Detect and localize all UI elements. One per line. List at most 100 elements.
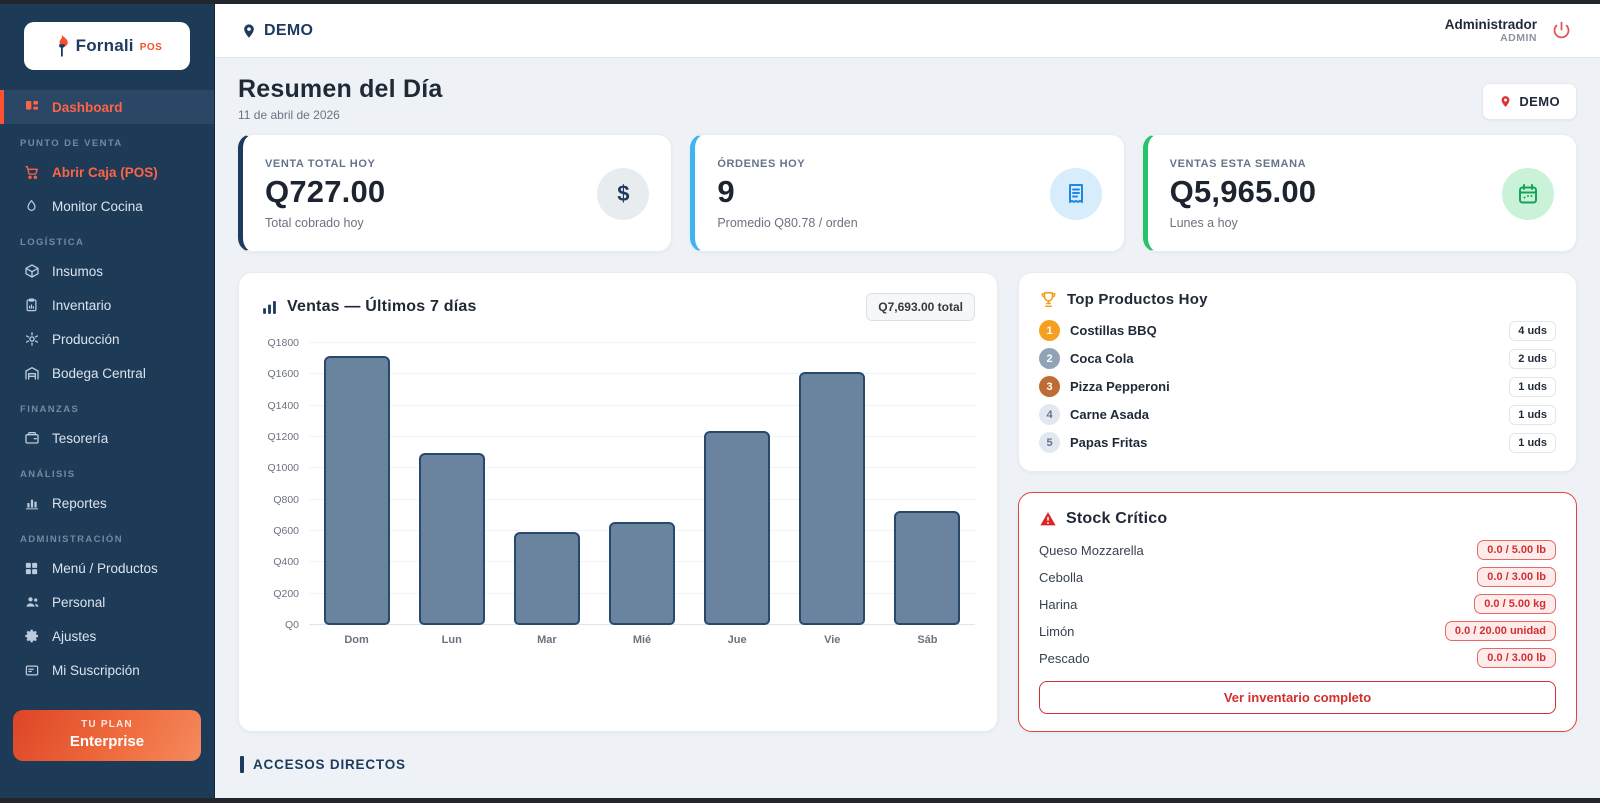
report-chart-icon [24, 495, 41, 511]
chart-bar-mie[interactable] [608, 522, 675, 625]
sidebar-section-analisis: ANÁLISIS [20, 469, 76, 480]
sidebar-item-label: Abrir Caja (POS) [52, 164, 158, 180]
chart-bar-sab[interactable] [894, 511, 961, 625]
stock-row-cebolla: Cebolla 0.0 / 3.00 lb [1039, 567, 1556, 587]
sidebar-item-tesoreria[interactable]: Tesorería [0, 421, 214, 455]
sidebar-item-mi-suscripcion[interactable]: Mi Suscripción [0, 653, 214, 687]
brand-logo[interactable]: Fornali POS [24, 22, 190, 70]
receipt-icon [1049, 168, 1102, 220]
sidebar-item-insumos[interactable]: Insumos [0, 254, 214, 288]
product-row-carne-asada: 4 Carne Asada 1 uds [1039, 404, 1556, 425]
grid-line [309, 342, 975, 343]
top-products-card: Top Productos Hoy 1 Costillas BBQ 4 uds 2 Co… [1018, 272, 1577, 472]
grid-line [309, 467, 975, 469]
critical-stock-card: Stock Crítico Queso Mozzarella 0.0 / 5.00… [1018, 492, 1577, 732]
sidebar-section-administracion: ADMINISTRACIÓN [20, 534, 123, 545]
shortcuts-label: ACCESOS DIRECTOS [253, 757, 406, 772]
window-edge-bottom [0, 798, 1600, 803]
sidebar-item-menu-productos[interactable]: Menú / Productos [0, 551, 214, 585]
stat-value: Q727.00 [265, 174, 386, 209]
stat-subtext: Lunes a hoy [1169, 216, 1238, 230]
sidebar-item-inventario[interactable]: Inventario [0, 288, 214, 322]
sidebar-item-produccion[interactable]: Producción [0, 322, 214, 356]
sidebar-item-label: Producción [52, 331, 120, 347]
grid-line [309, 404, 975, 406]
chart-bar-dom[interactable] [323, 355, 390, 625]
stock-row-harina: Harina 0.0 / 5.00 kg [1039, 594, 1556, 614]
chart-bar-lun[interactable] [418, 453, 485, 625]
y-tick-label: Q400 [273, 556, 299, 569]
product-row-pizza-pepperoni: 3 Pizza Pepperoni 1 uds [1039, 376, 1556, 397]
chart-bar-jue[interactable] [704, 430, 771, 625]
sidebar-item-label: Menú / Productos [52, 560, 158, 576]
shortcuts-section-title: ACCESOS DIRECTOS [240, 756, 1577, 773]
stat-card-ordenes-hoy: ÓRDENES HOY 9 Promedio Q80.78 / orden [690, 134, 1125, 252]
product-name: Costillas BBQ [1070, 323, 1157, 338]
y-tick-label: Q800 [273, 493, 299, 506]
sidebar-section-logistica: LOGÍSTICA [20, 237, 85, 248]
stock-item-name: Cebolla [1039, 569, 1084, 585]
sidebar-item-reportes[interactable]: Reportes [0, 486, 214, 520]
branch-selector-label: DEMO [1519, 94, 1560, 109]
quantity-badge: 4 uds [1509, 320, 1556, 341]
chart-title: Ventas — Últimos 7 días [287, 298, 477, 315]
stock-level-badge: 0.0 / 5.00 lb [1477, 540, 1556, 560]
stock-item-name: Limón [1039, 623, 1075, 639]
y-tick-label: Q1000 [267, 462, 299, 475]
sidebar-item-monitor-cocina[interactable]: Monitor Cocina [0, 189, 214, 223]
sidebar-item-label: Personal [52, 594, 106, 610]
map-pin-icon [241, 21, 257, 41]
dollar-icon: $ [597, 168, 650, 220]
users-icon [24, 594, 41, 610]
sidebar-item-label: Insumos [52, 263, 104, 279]
plan-name: Enterprise [69, 733, 145, 750]
branch-selector-button[interactable]: DEMO [1482, 83, 1577, 120]
stat-subtext: Total cobrado hoy [265, 216, 364, 230]
x-tick-label: Sáb [917, 634, 938, 646]
chart-bar-mar[interactable] [513, 531, 580, 625]
brand-suffix: POS [139, 42, 163, 53]
stock-level-badge: 0.0 / 3.00 lb [1477, 567, 1556, 587]
chart-bar-vie[interactable] [799, 371, 866, 625]
sidebar-item-label: Reportes [52, 495, 107, 511]
x-tick-label: Vie [824, 634, 841, 646]
grid-line [309, 498, 975, 500]
sidebar-item-label: Ajustes [52, 628, 97, 644]
stat-label: VENTAS ESTA SEMANA [1169, 158, 1307, 170]
cart-icon [24, 164, 41, 180]
power-icon [1551, 20, 1572, 41]
sidebar-item-bodega-central[interactable]: Bodega Central [0, 356, 214, 390]
trophy-icon [1039, 290, 1058, 309]
y-tick-label: Q600 [273, 525, 299, 537]
chart-plot-area [309, 342, 975, 625]
settings-gear-icon [24, 628, 41, 644]
stock-level-badge: 0.0 / 20.00 unidad [1444, 621, 1556, 641]
sidebar-item-ajustes[interactable]: Ajustes [0, 619, 214, 653]
y-tick-label: Q200 [273, 587, 299, 600]
stats-row: VENTA TOTAL HOY Q727.00 Total cobrado hoy $… [238, 134, 1577, 252]
sidebar-item-abrir-caja-pos[interactable]: Abrir Caja (POS) [0, 155, 214, 189]
stat-value: Q5,965.00 [1169, 174, 1317, 209]
x-tick-label: Mar [537, 634, 557, 646]
plan-button[interactable]: TU PLAN Enterprise [13, 710, 201, 761]
logout-button[interactable] [1549, 18, 1574, 43]
sidebar-item-personal[interactable]: Personal [0, 585, 214, 619]
window-edge-top [0, 0, 1600, 4]
user-role: ADMIN [1500, 32, 1537, 44]
sidebar-item-dashboard[interactable]: Dashboard [0, 90, 214, 124]
quantity-badge: 1 uds [1509, 376, 1556, 397]
stock-row-pescado: Pescado 0.0 / 3.00 lb [1039, 648, 1556, 668]
product-row-papas-fritas: 5 Papas Fritas 1 uds [1039, 432, 1556, 453]
product-row-costillas-bbq: 1 Costillas BBQ 4 uds [1039, 320, 1556, 341]
plan-eyebrow: TU PLAN [81, 719, 133, 730]
page-title: Resumen del Día [238, 75, 443, 103]
view-inventory-button[interactable]: Ver inventario completo [1039, 681, 1556, 714]
map-pin-red-icon [1499, 93, 1512, 110]
rank-badge: 5 [1039, 432, 1060, 453]
product-name: Papas Fritas [1070, 435, 1148, 450]
dashboard-icon [24, 99, 41, 115]
quantity-badge: 1 uds [1509, 404, 1556, 425]
user-menu[interactable]: Administrador ADMIN [1445, 17, 1537, 44]
dashboard-content: Resumen del Día 11 de abril de 2026 DEMO… [215, 58, 1600, 803]
